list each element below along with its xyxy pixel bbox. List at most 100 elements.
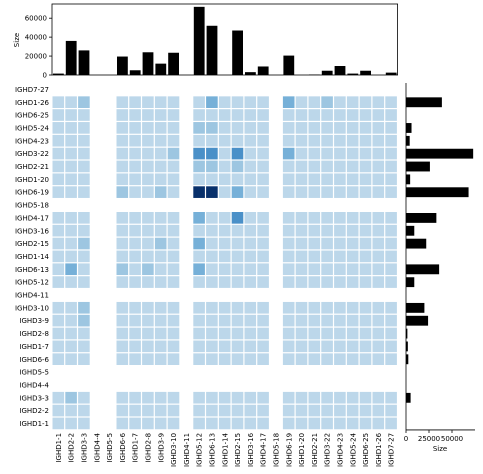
heatmap-cell xyxy=(129,301,141,314)
heatmap-cell xyxy=(346,212,359,224)
heatmap-cell xyxy=(154,134,167,147)
heatmap-cell xyxy=(90,96,103,108)
y-tick-label: IGHD2-8 xyxy=(19,330,49,338)
heatmap-cell xyxy=(359,327,372,340)
heatmap-cell xyxy=(244,340,257,353)
heatmap-cell xyxy=(308,327,321,340)
heatmap-cell xyxy=(116,237,129,250)
heatmap-cell xyxy=(78,186,90,198)
heatmap-cell xyxy=(295,224,308,237)
heatmap-cell xyxy=(385,340,397,353)
heatmap-cell xyxy=(180,276,193,288)
heatmap-cell xyxy=(193,173,205,186)
heatmap-cell xyxy=(372,301,385,314)
heatmap-cell xyxy=(385,160,397,173)
heatmap-cell xyxy=(257,366,269,378)
heatmap-cell xyxy=(167,289,180,301)
heatmap-cell xyxy=(359,289,372,301)
heatmap-cell xyxy=(385,263,397,276)
y-tick-label: IGHD1-14 xyxy=(15,253,50,261)
heatmap-cell xyxy=(206,109,218,121)
x-tick-label: IGHD5-12 xyxy=(196,433,204,467)
heatmap-cell xyxy=(180,289,193,301)
heatmap-cell xyxy=(78,83,90,96)
heatmap-cell xyxy=(346,276,359,288)
heatmap-cell xyxy=(295,109,308,121)
heatmap-cell xyxy=(282,96,295,108)
heatmap-cell xyxy=(295,134,308,147)
heatmap-cell xyxy=(295,404,308,417)
heatmap-cell xyxy=(308,96,321,108)
heatmap-cell xyxy=(154,186,167,198)
heatmap-cell xyxy=(231,366,244,378)
heatmap-cell xyxy=(321,417,333,430)
heatmap-cell xyxy=(359,212,372,224)
heatmap-cell xyxy=(257,404,269,417)
heatmap-cell xyxy=(167,276,180,288)
heatmap-cell xyxy=(385,289,397,301)
heatmap-cell xyxy=(321,109,333,121)
heatmap-cell xyxy=(116,353,129,365)
heatmap-cell xyxy=(231,314,244,327)
right-bar xyxy=(406,328,408,339)
heatmap-cell xyxy=(116,147,129,160)
heatmap-cell xyxy=(52,417,65,430)
heatmap-cell xyxy=(65,109,77,121)
y-tick-label: IGHD4-17 xyxy=(15,214,49,222)
heatmap-cell xyxy=(78,96,90,108)
heatmap-cell xyxy=(103,327,116,340)
heatmap-cell xyxy=(52,314,65,327)
heatmap-cell xyxy=(116,134,129,147)
heatmap-cell xyxy=(385,173,397,186)
heatmap-cell xyxy=(218,353,231,365)
heatmap-cell xyxy=(65,391,77,404)
heatmap-cell xyxy=(321,366,333,378)
heatmap-cell xyxy=(142,276,154,288)
y-tick-label: IGHD1-7 xyxy=(19,343,49,351)
heatmap-cell xyxy=(218,340,231,353)
heatmap-cell xyxy=(154,366,167,378)
heatmap-cell xyxy=(167,353,180,365)
x-tick-label: IGHD1-7 xyxy=(132,433,140,463)
heatmap-cell xyxy=(385,391,397,404)
heatmap-cell xyxy=(167,391,180,404)
heatmap-cell xyxy=(78,263,90,276)
heatmap-cell xyxy=(129,391,141,404)
heatmap-cell xyxy=(52,237,65,250)
heatmap-cell xyxy=(385,301,397,314)
heatmap-cell xyxy=(218,301,231,314)
heatmap-cell xyxy=(359,353,372,365)
heatmap-cell xyxy=(206,160,218,173)
heatmap-cell xyxy=(321,96,333,108)
heatmap-cell xyxy=(206,314,218,327)
heatmap-cell xyxy=(385,314,397,327)
heatmap-cell xyxy=(180,134,193,147)
heatmap-cell xyxy=(359,186,372,198)
heatmap-cell xyxy=(270,340,282,353)
top-tick-label: 20000 xyxy=(25,53,47,61)
heatmap-cell xyxy=(346,186,359,198)
heatmap-cell xyxy=(346,173,359,186)
heatmap-cell xyxy=(295,263,308,276)
heatmap-cell xyxy=(231,147,244,160)
heatmap-cell xyxy=(90,134,103,147)
heatmap-cell xyxy=(167,366,180,378)
heatmap-cell xyxy=(321,186,333,198)
heatmap-cell xyxy=(142,327,154,340)
heatmap-cell xyxy=(257,147,269,160)
heatmap-cell xyxy=(270,186,282,198)
heatmap-cell xyxy=(282,147,295,160)
heatmap-cell xyxy=(372,199,385,211)
heatmap-cell xyxy=(180,83,193,96)
heatmap-cell xyxy=(142,147,154,160)
heatmap-cell xyxy=(346,379,359,391)
top-axes-frame xyxy=(51,3,399,76)
heatmap-cell xyxy=(231,289,244,301)
heatmap-cell xyxy=(308,417,321,430)
heatmap-cell xyxy=(385,379,397,391)
heatmap-cell xyxy=(65,83,77,96)
x-tick-label: IGHD5-5 xyxy=(106,433,114,463)
heatmap-cell xyxy=(52,276,65,288)
heatmap-cell xyxy=(180,147,193,160)
heatmap-cell xyxy=(372,83,385,96)
